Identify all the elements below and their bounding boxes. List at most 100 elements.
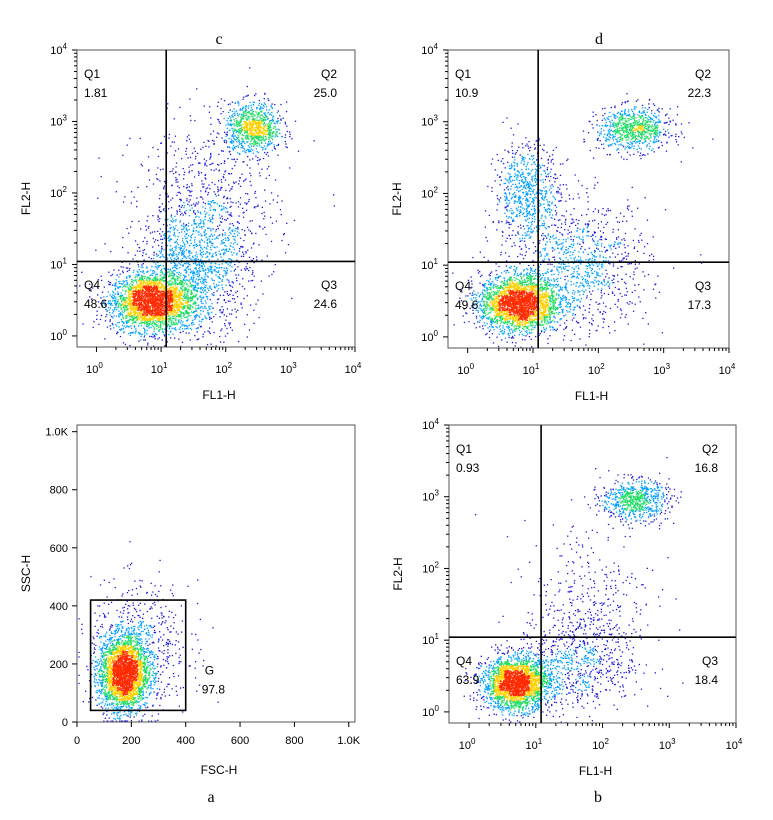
event-point — [185, 295, 187, 297]
event-point — [235, 124, 237, 126]
event-point — [131, 284, 133, 286]
event-point — [124, 284, 126, 286]
event-point — [193, 294, 195, 296]
event-point — [170, 311, 172, 313]
event-point — [169, 304, 171, 306]
event-point — [122, 316, 124, 319]
event-point — [200, 172, 203, 174]
event-point — [179, 316, 181, 318]
event-point — [112, 300, 114, 302]
event-point — [143, 312, 146, 314]
event-point — [146, 278, 148, 280]
event-point — [115, 298, 117, 300]
event-point — [124, 285, 126, 287]
event-point — [264, 215, 266, 217]
event-point — [162, 310, 164, 312]
event-point — [117, 303, 119, 305]
event-point — [174, 264, 176, 266]
event-point — [170, 330, 172, 332]
event-point — [193, 312, 195, 314]
event-point — [175, 283, 177, 285]
event-point — [206, 187, 209, 189]
event-point — [248, 149, 250, 151]
event-point — [141, 274, 143, 277]
event-point — [262, 123, 264, 125]
event-point — [238, 136, 240, 138]
event-point — [181, 298, 183, 300]
event-point — [258, 135, 260, 138]
event-point — [115, 296, 117, 298]
event-point — [265, 114, 267, 116]
event-point — [171, 249, 173, 251]
event-point — [124, 304, 126, 306]
event-point — [90, 298, 93, 300]
event-point — [108, 301, 110, 303]
event-point — [284, 134, 287, 136]
event-point — [126, 305, 128, 307]
event-point — [253, 322, 255, 324]
event-point — [111, 295, 113, 298]
event-point — [152, 336, 154, 338]
event-point — [224, 234, 226, 236]
event-point — [248, 200, 250, 203]
event-point — [209, 299, 211, 301]
event-point — [174, 303, 176, 305]
event-point — [132, 306, 135, 308]
event-point — [245, 126, 247, 128]
event-point — [190, 284, 192, 286]
event-point — [201, 262, 203, 264]
event-point — [140, 306, 142, 308]
event-point — [113, 315, 115, 317]
event-point — [180, 281, 182, 284]
event-point — [179, 263, 182, 265]
event-point — [142, 314, 144, 316]
event-point — [252, 110, 254, 113]
event-point — [203, 186, 205, 188]
event-point — [159, 318, 161, 320]
event-point — [230, 125, 232, 127]
event-point — [146, 305, 148, 307]
event-point — [256, 259, 258, 261]
event-point — [185, 325, 188, 327]
event-point — [225, 135, 227, 138]
event-point — [115, 279, 117, 281]
event-point — [168, 321, 170, 323]
event-point — [96, 310, 98, 312]
event-point — [159, 256, 161, 259]
event-point — [155, 320, 157, 322]
event-point — [223, 117, 225, 120]
event-point — [217, 118, 219, 121]
event-point — [155, 287, 158, 289]
event-point — [122, 312, 124, 314]
event-point — [215, 168, 217, 170]
event-point — [202, 253, 205, 256]
event-point — [132, 310, 134, 312]
event-point — [220, 311, 222, 313]
event-point — [255, 256, 258, 258]
event-point — [178, 303, 180, 305]
event-point — [251, 109, 254, 111]
event-point — [188, 194, 190, 197]
event-point — [108, 271, 110, 273]
event-point — [236, 252, 238, 254]
event-point — [166, 315, 168, 317]
event-point — [137, 309, 139, 311]
event-point — [186, 316, 189, 318]
event-point — [258, 316, 260, 319]
event-point — [232, 147, 234, 149]
event-point — [152, 320, 154, 322]
event-point — [196, 331, 198, 333]
event-point — [101, 304, 103, 306]
event-point — [185, 271, 187, 273]
event-point — [134, 307, 136, 309]
event-point — [263, 116, 265, 119]
event-point — [140, 339, 142, 341]
event-point — [277, 110, 279, 112]
event-point — [215, 274, 217, 276]
event-point — [175, 296, 177, 298]
event-point — [141, 278, 144, 281]
event-point — [162, 276, 165, 278]
event-point — [250, 125, 252, 127]
event-point — [153, 335, 156, 337]
event-point — [232, 235, 235, 238]
